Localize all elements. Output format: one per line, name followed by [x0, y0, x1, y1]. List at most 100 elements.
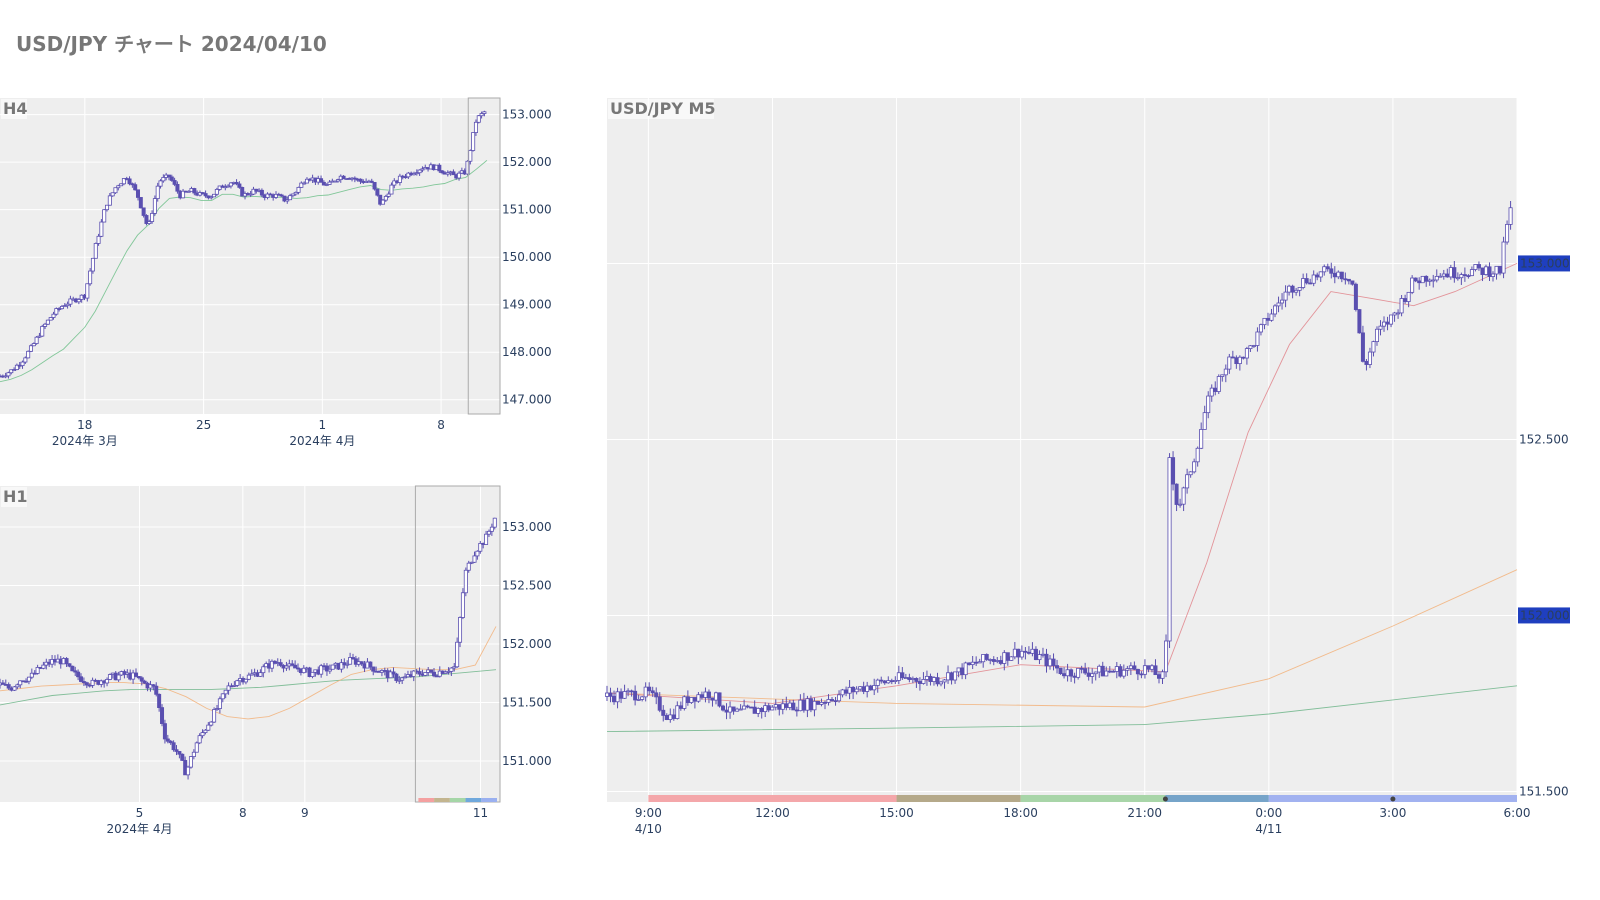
candle-body	[1374, 328, 1379, 343]
ma-fast-line	[606, 262, 1518, 704]
y-tick-label: 152.500	[502, 578, 552, 592]
candle-body	[1192, 461, 1197, 473]
candle-body	[1283, 291, 1288, 301]
candle-body	[391, 671, 396, 675]
candle-body	[141, 207, 146, 216]
candle-body	[162, 723, 167, 740]
candle-body	[1209, 387, 1214, 397]
plot-area-m5	[607, 98, 1517, 802]
candle-body	[924, 675, 929, 680]
candle-body	[787, 702, 792, 708]
candle-body	[685, 696, 690, 703]
candle-body	[1227, 356, 1232, 370]
candle-body	[865, 685, 870, 692]
candle-body	[458, 617, 463, 643]
candle-body	[158, 180, 163, 187]
candle-body	[302, 182, 307, 185]
candle-body	[188, 756, 193, 768]
candle-body	[394, 673, 399, 681]
candle-body	[67, 663, 72, 667]
candle-body	[710, 697, 715, 701]
candle-body	[14, 364, 19, 371]
candle-body	[1367, 351, 1372, 365]
candle-body	[738, 708, 743, 711]
candle-body	[139, 677, 144, 682]
candle-body	[157, 693, 162, 708]
candle-body	[296, 186, 301, 193]
candle-body	[858, 686, 863, 690]
candle-body	[1100, 665, 1105, 677]
candle-body	[960, 667, 965, 676]
candle-body	[1406, 291, 1411, 302]
candle-body	[805, 698, 810, 711]
candle-body	[1494, 265, 1499, 275]
candle-body	[457, 172, 462, 179]
candle-body	[175, 184, 180, 192]
candle-body	[469, 561, 474, 564]
candle-body	[1473, 264, 1478, 270]
candle-body	[1093, 671, 1098, 675]
candle-body	[251, 188, 256, 195]
candle-body	[200, 732, 205, 737]
candle-body	[31, 343, 36, 347]
candle-body	[228, 182, 233, 187]
price-tag-label: 152.000	[1520, 608, 1570, 622]
candle-body	[949, 672, 954, 681]
y-tick-label: 153.000	[502, 108, 552, 122]
candle-body	[675, 705, 680, 719]
candle-body	[138, 197, 143, 209]
candle-body	[1350, 280, 1355, 285]
candle-body	[397, 679, 402, 682]
candle-body	[465, 160, 470, 175]
candle-body	[492, 517, 497, 528]
candle-body	[455, 641, 460, 668]
candle-body	[1255, 331, 1260, 346]
candle-body	[1167, 457, 1172, 642]
candle-body	[99, 221, 104, 237]
candle-body	[20, 361, 25, 367]
candle-body	[310, 671, 315, 677]
candle-body	[324, 184, 329, 186]
candle-body	[161, 177, 166, 182]
candle-body	[1230, 356, 1235, 359]
candle-body	[1023, 650, 1028, 653]
candle-body	[43, 323, 48, 327]
candle-body	[1466, 275, 1471, 278]
candle-body	[910, 678, 915, 680]
candle-body	[1012, 648, 1017, 658]
candle-body	[1441, 273, 1446, 277]
candle-body	[191, 751, 196, 757]
candle-body	[798, 699, 803, 712]
candle-body	[875, 679, 880, 686]
candle-body	[375, 188, 380, 196]
candle-body	[261, 666, 266, 674]
candle-body	[626, 690, 631, 693]
candle-body	[226, 185, 231, 188]
candle-body	[88, 270, 93, 285]
candle-body	[1258, 324, 1263, 333]
candle-body	[1498, 265, 1503, 274]
candle-body	[6, 372, 11, 377]
panel-title-bg	[608, 99, 714, 119]
candle-body	[339, 662, 344, 670]
candle-body	[1501, 241, 1506, 274]
candle-body	[847, 686, 852, 694]
candle-body	[654, 692, 659, 698]
candle-body	[977, 661, 982, 664]
candle-body	[243, 678, 248, 683]
candle-body	[1149, 665, 1154, 670]
candle-body	[417, 671, 422, 675]
session-marker	[1162, 796, 1168, 802]
candle-body	[724, 709, 729, 713]
candle-body	[285, 199, 290, 202]
candle-body	[1241, 356, 1246, 359]
candle-body	[304, 178, 309, 184]
candle-body	[643, 686, 648, 698]
candle-body	[169, 176, 174, 181]
candle-body	[472, 555, 477, 563]
candle-body	[1171, 457, 1176, 485]
candle-body	[1005, 652, 1010, 661]
candle-body	[1072, 675, 1077, 678]
candle-body	[903, 677, 908, 679]
